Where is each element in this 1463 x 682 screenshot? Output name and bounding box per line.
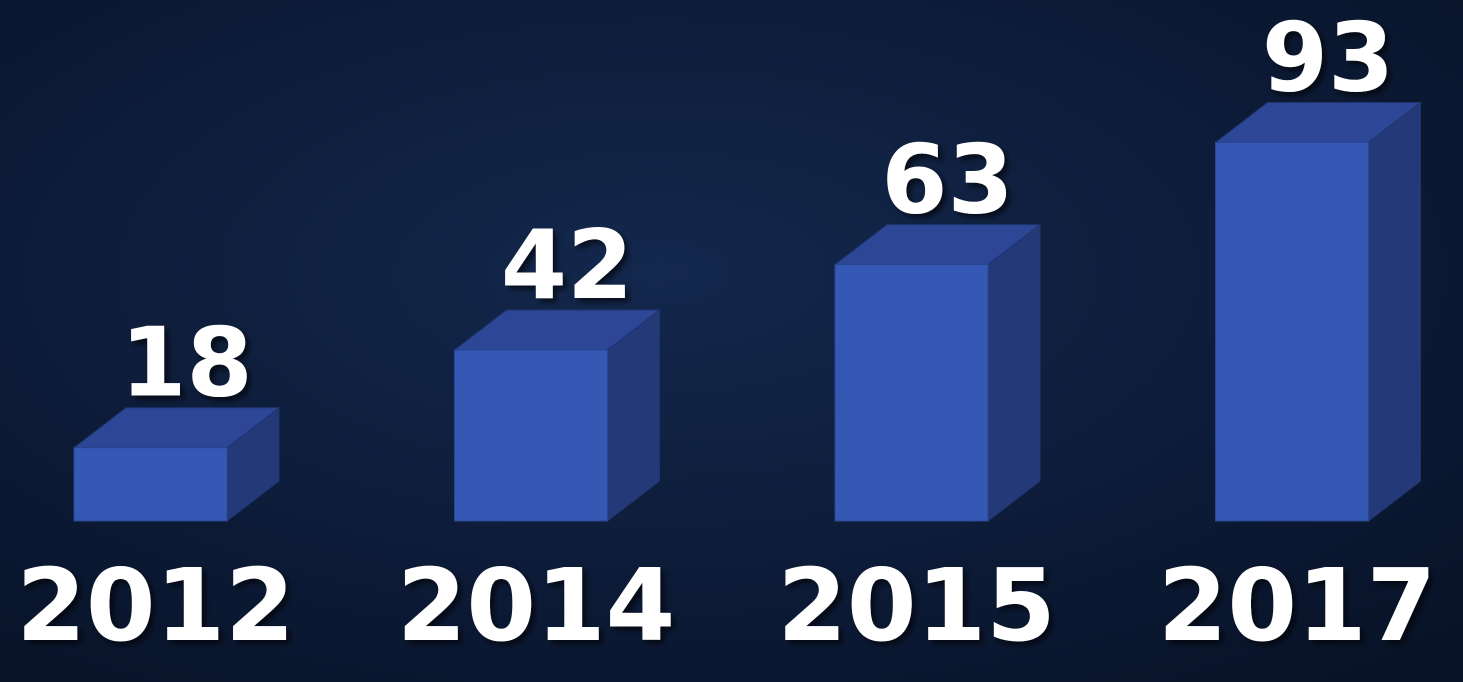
value-label: 93 — [1262, 3, 1394, 113]
bar — [1215, 141, 1369, 522]
bar — [834, 264, 989, 522]
bar — [73, 447, 228, 522]
value-label: 63 — [881, 126, 1013, 236]
x-tick-label: 2014 — [397, 547, 675, 664]
x-tick-label: 2015 — [777, 547, 1055, 664]
value-label: 18 — [120, 309, 252, 419]
x-tick-label: 2017 — [1158, 547, 1436, 664]
bar-side — [1368, 101, 1421, 523]
bar — [454, 349, 608, 522]
x-tick-label: 2012 — [16, 547, 294, 664]
value-label: 42 — [501, 211, 633, 321]
bar-side — [987, 223, 1041, 523]
